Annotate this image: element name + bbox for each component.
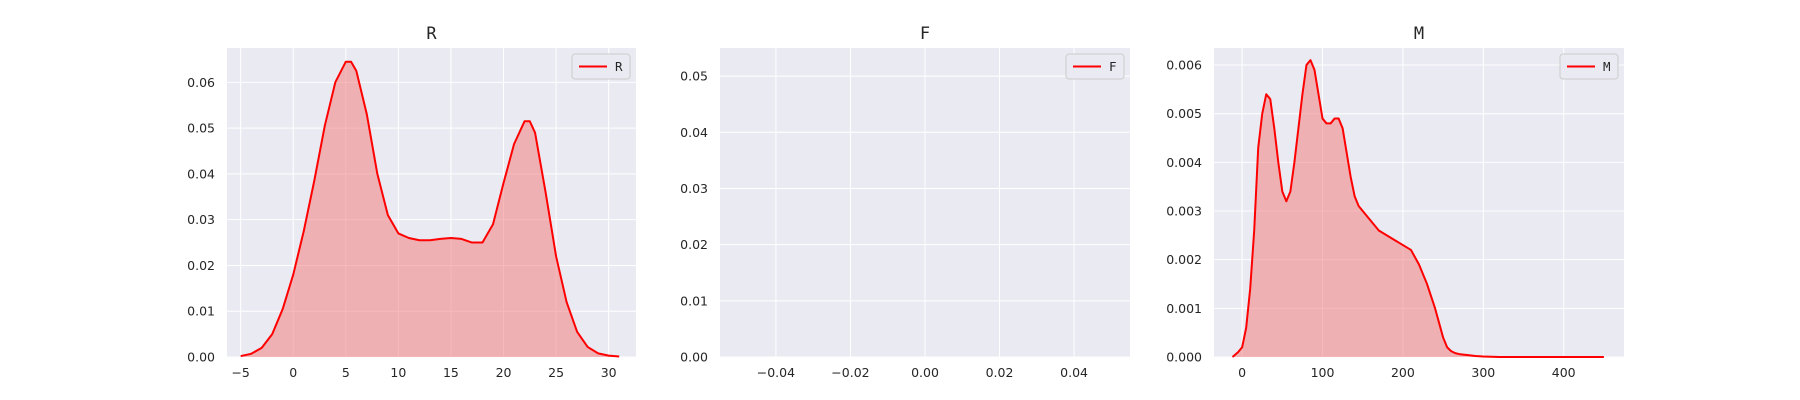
chart-1-legend: R (571, 53, 631, 80)
chart-3-x-tick-label-3: 300 (1471, 365, 1495, 380)
chart-2-y-tick-label-5: 0.05 (680, 69, 708, 84)
chart-1-x-tick-label-0: −5 (231, 365, 249, 380)
chart-1-y-tick-label-5: 0.05 (187, 121, 215, 136)
chart-3-y-tick-label-6: 0.006 (1166, 58, 1202, 73)
chart-1-y-tick-label-4: 0.04 (187, 166, 215, 181)
chart-1-y-tick-label-0: 0.00 (187, 350, 215, 365)
chart-1-x-tick-label-1: 0 (289, 365, 297, 380)
chart-3-y-tick-label-2: 0.002 (1166, 252, 1202, 267)
chart-3-series-0-line (1231, 59, 1604, 358)
chart-3-x-tick-label-2: 200 (1391, 365, 1415, 380)
chart-1-y-tick-label-3: 0.03 (187, 212, 215, 227)
chart-3-legend-label: M (1603, 59, 1611, 74)
chart-1-y-tick-label-1: 0.01 (187, 304, 215, 319)
chart-3: 0 100 200 300 400 0.000 0.001 0.002 0.003 0.004 0.… (1166, 24, 1624, 380)
chart-3-x-tick-label-4: 400 (1552, 365, 1576, 380)
chart-3-y-tick-label-4: 0.004 (1166, 155, 1202, 170)
chart-3-y-tick-label-1: 0.001 (1166, 301, 1202, 316)
chart-2-y-tick-label-1: 0.01 (680, 293, 708, 308)
chart-3-y-tick-label-0: 0.000 (1166, 350, 1202, 365)
chart-2-x-tick-label-0: −0.04 (757, 365, 795, 380)
chart-1-title: R (426, 24, 437, 44)
chart-1-x-tick-label-3: 10 (390, 365, 406, 380)
chart-2-y-tick-label-3: 0.03 (680, 181, 708, 196)
chart-1-y-tick-label-2: 0.02 (187, 258, 215, 273)
chart-1-x-tick-label-7: 30 (601, 365, 617, 380)
chart-2-y-tick-label-4: 0.04 (680, 125, 708, 140)
chart-1-series-0-line (240, 60, 620, 358)
chart-3-y-tick-label-3: 0.003 (1166, 204, 1202, 219)
chart-2-x-tick-label-4: 0.04 (1060, 365, 1088, 380)
chart-2-y-tick-label-2: 0.02 (680, 237, 708, 252)
chart-2-x-tick-label-3: 0.02 (986, 365, 1014, 380)
chart-1-series-0-area (240, 61, 620, 357)
chart-3-legend: M (1559, 53, 1619, 80)
chart-3-title: M (1414, 24, 1424, 44)
chart-2-legend: F (1065, 53, 1125, 80)
chart-2-x-tick-label-2: 0.00 (911, 365, 939, 380)
chart-2-x-tick-label-1: −0.02 (831, 365, 869, 380)
chart-1-x-tick-label-2: 5 (342, 365, 350, 380)
chart-1-x-tick-label-5: 20 (496, 365, 512, 380)
chart-1-x-tick-label-4: 15 (443, 365, 459, 380)
chart-2-y-tick-label-0: 0.00 (680, 350, 708, 365)
chart-2: −0.04 −0.02 0.00 0.02 0.04 0.00 0.01 0.02 0.03 0.… (680, 24, 1130, 380)
chart-1-y-tick-label-6: 0.06 (187, 75, 215, 90)
chart-2-legend-label: F (1109, 59, 1117, 74)
chart-3-x-tick-label-0: 0 (1238, 365, 1246, 380)
chart-3-x-tick-label-1: 100 (1311, 365, 1335, 380)
chart-2-title: F (920, 24, 930, 44)
chart-1-x-tick-label-6: 25 (548, 365, 564, 380)
chart-3-y-tick-label-5: 0.005 (1166, 106, 1202, 121)
chart-1: −5 0 5 10 15 20 25 30 0.00 0.01 0.02 0.03 0.04 0.05 0.… (187, 24, 636, 380)
chart-1-legend-label: R (615, 59, 623, 74)
chart-3-series-0-area (1232, 60, 1604, 358)
